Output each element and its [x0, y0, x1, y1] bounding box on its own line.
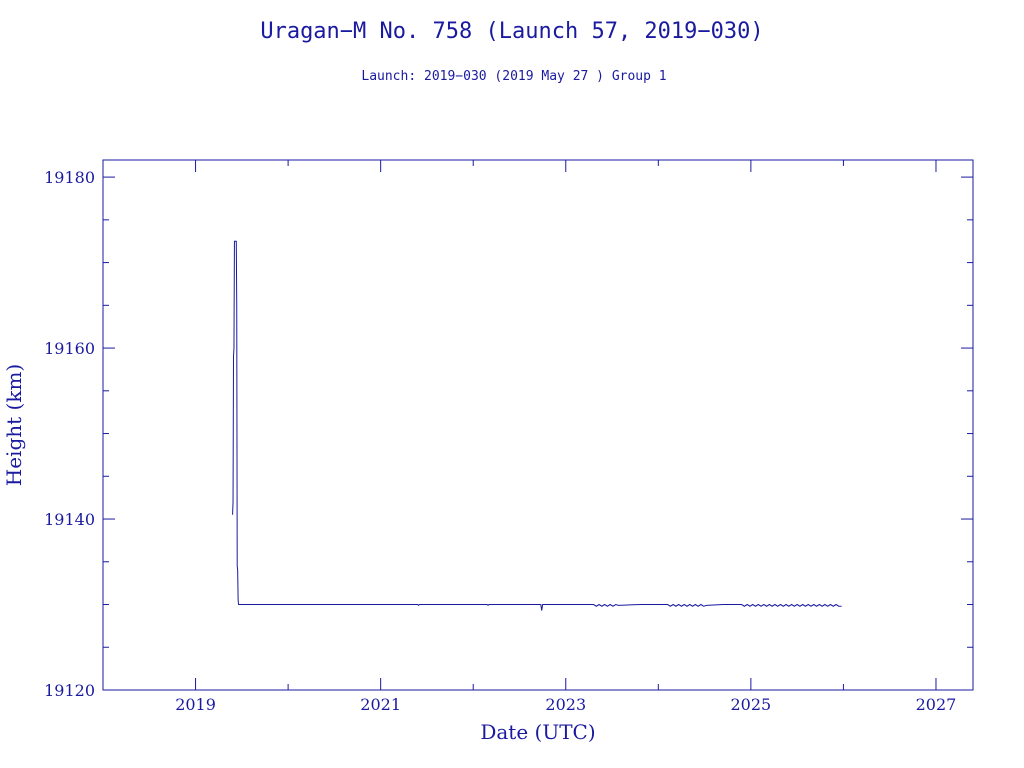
- x-tick-label: 2025: [731, 695, 772, 714]
- chart-subtitle: Launch: 2019−030 (2019 May 27 ) Group 1: [361, 69, 666, 84]
- x-tick-labels: 2019 2021 2023 2025 2027: [175, 695, 956, 714]
- y-tick-label: 19140: [44, 510, 95, 529]
- y-axis-label: Height (km): [2, 364, 26, 486]
- plot-frame: [102, 159, 974, 691]
- x-tick-label: 2021: [360, 695, 401, 714]
- x-tick-label: 2019: [175, 695, 216, 714]
- y-tick-label: 19160: [44, 339, 95, 358]
- x-tick-label: 2023: [545, 695, 586, 714]
- y-tick-label: 19180: [44, 168, 95, 187]
- y-tick-label: 19120: [44, 681, 95, 700]
- chart-title: Uragan−M No. 758 (Launch 57, 2019−030): [260, 19, 763, 44]
- x-axis-label: Date (UTC): [480, 720, 595, 744]
- y-tick-labels: 19120 19140 19160 19180: [44, 168, 95, 700]
- axis-ticks: [102, 160, 973, 691]
- x-tick-label: 2027: [916, 695, 957, 714]
- series-line-height: [232, 240, 842, 611]
